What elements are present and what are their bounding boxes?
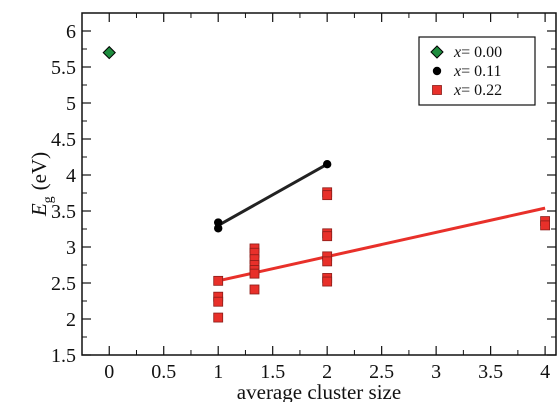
- y-axis: 1.5 2 2.5 3 3.5 4 4.5 5 5.5 6: [51, 21, 556, 367]
- legend-entry-value: = 0.00: [461, 44, 502, 61]
- diamond-marker: [430, 45, 444, 59]
- y-tick-label: 3.5: [51, 201, 76, 223]
- x-tick-label: 1.5: [260, 361, 285, 383]
- y-tick-label: 6: [66, 21, 76, 43]
- y-tick-label: 3: [66, 237, 76, 259]
- fit-lines: [217, 162, 546, 283]
- square-marker: [213, 312, 224, 323]
- square-marker: [213, 275, 224, 286]
- square-marker: [432, 85, 442, 95]
- circle-marker: [214, 224, 223, 233]
- fit-line: [217, 206, 546, 283]
- y-tick-label: 1.5: [51, 345, 76, 367]
- y-tick-label: 2: [66, 309, 76, 331]
- circle-marker: [322, 160, 332, 169]
- legend-entry-label: x= 0.11: [453, 63, 502, 80]
- x-tick-label: 2.5: [369, 361, 394, 383]
- legend-entry-value: = 0.11: [461, 63, 501, 80]
- x-tick-label: 3: [431, 361, 441, 383]
- y-tick-label: 5: [66, 93, 76, 115]
- x-tick-label: 4: [540, 361, 550, 383]
- x-axis-label: average cluster size: [237, 380, 401, 402]
- y-tick-label: 5.5: [51, 57, 76, 79]
- legend-entry-label: x= 0.22: [453, 82, 502, 99]
- square-marker: [249, 268, 260, 279]
- y-tick-label: 2.5: [51, 273, 76, 295]
- legend: x= 0.00x= 0.11x= 0.22: [418, 36, 536, 106]
- square-marker: [322, 256, 333, 267]
- square-marker: [213, 296, 224, 307]
- square-marker: [249, 284, 260, 295]
- y-tick-label: 4: [66, 165, 76, 187]
- legend-entry-var: x: [453, 63, 461, 80]
- x-tick-label: 3.5: [478, 361, 503, 383]
- data-points: [102, 45, 551, 323]
- y-axis-label-subscript: g: [41, 196, 56, 203]
- x-tick-label: 2: [322, 361, 332, 383]
- circle-marker: [214, 218, 223, 227]
- y-tick-label: 4.5: [51, 129, 76, 151]
- square-marker: [540, 220, 551, 231]
- legend-entry-value: = 0.22: [461, 82, 502, 99]
- square-marker: [322, 190, 333, 201]
- x-tick-label: 0: [104, 361, 114, 383]
- x-tick-label: 0.5: [151, 361, 176, 383]
- y-axis-label-symbol: E: [27, 203, 51, 217]
- fit-line: [217, 162, 328, 227]
- diamond-marker: [102, 45, 116, 60]
- circle-marker: [432, 66, 442, 76]
- x-axis: 0 0.5 1 1.5 2 2.5 3 3.5 4: [104, 13, 550, 383]
- y-axis-label: Eg (eV): [27, 152, 56, 217]
- x-tick-label: 1: [213, 361, 223, 383]
- y-axis-label-unit: (eV): [27, 152, 51, 190]
- square-marker: [322, 231, 333, 242]
- legend-entry-var: x: [453, 82, 461, 99]
- square-marker: [322, 276, 333, 287]
- legend-entry-label: x= 0.00: [453, 44, 502, 61]
- legend-entry-var: x: [453, 44, 461, 61]
